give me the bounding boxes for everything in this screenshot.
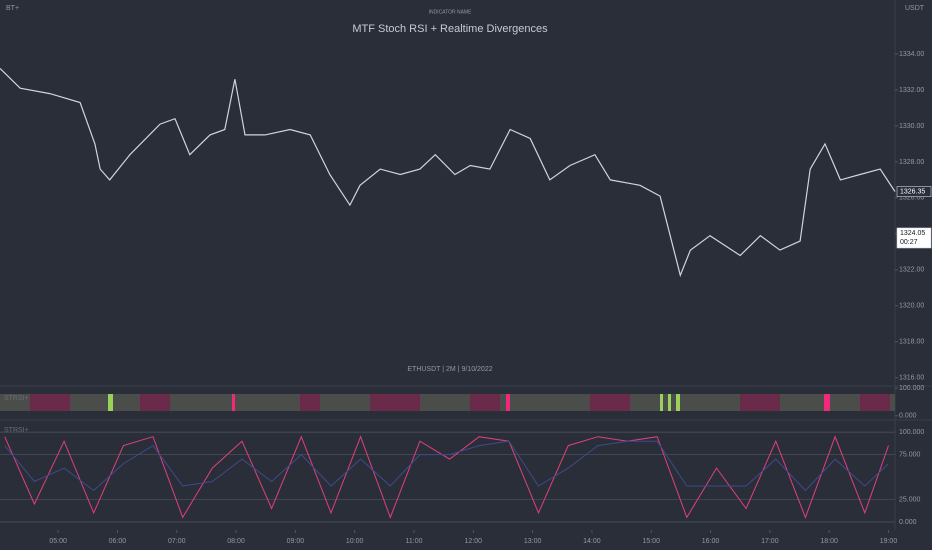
y-tick-label: 0.000 [899,413,917,420]
heat-cell [660,394,663,411]
y-tick-label: 1334.00 [899,51,924,58]
x-tick-label: 13:00 [524,538,542,545]
heat-cell [860,394,890,411]
x-tick-label: 07:00 [168,538,186,545]
heat-cell [30,394,70,411]
y-tick-label: 1316.00 [899,375,924,382]
x-tick-label: 10:00 [346,538,364,545]
heat-cell [140,394,170,411]
price-tag [896,186,932,197]
y-tick-label: 0.000 [899,519,917,526]
y-tick-label: 25.000 [899,496,921,503]
series-line [0,67,896,278]
y-tick-label: 1320.00 [899,303,924,310]
y-tick-label: 1322.00 [899,267,924,274]
heat-cell [506,394,510,411]
x-tick-label: 17:00 [761,538,779,545]
heat-cell [370,394,420,411]
heat-cell [108,394,113,411]
price-tag-label: 1324.05 [900,230,925,237]
heat-cell [676,394,680,411]
y-tick-label: 1326.00 [899,195,924,202]
y-tick-label: 1332.00 [899,87,924,94]
symbol-label: ETHUSDT | 2M | 9/10/2022 [407,366,492,373]
stoch-label: STRSI+ [4,427,29,434]
heat-cell [740,394,780,411]
y-tick-label: 1318.00 [899,339,924,346]
heat-cell [232,394,235,411]
x-tick-label: 09:00 [287,538,305,545]
x-tick-label: 14:00 [583,538,601,545]
x-tick-label: 05:00 [49,538,67,545]
series-line [4,440,889,492]
heat-base [0,394,895,411]
y-tick-label: 75.000 [899,451,921,458]
heat-cell [824,394,830,411]
y-tick-label: 1328.00 [899,159,924,166]
price-tag-label: 1326.35 [900,188,925,195]
x-tick-label: 06:00 [109,538,127,545]
heat-label: STRSI+ [4,395,29,402]
x-tick-label: 12:00 [465,538,483,545]
y-tick-label: 100.000 [899,385,924,392]
heat-cell [470,394,500,411]
x-tick-label: 19:00 [880,538,898,545]
x-tick-label: 16:00 [702,538,720,545]
price-tag [896,227,932,249]
corner-label: BT+ [6,5,19,12]
chart-title: MTF Stoch RSI + Realtime Divergences [352,23,548,35]
y-tick-label: 1330.00 [899,123,924,130]
x-tick-label: 08:00 [227,538,245,545]
x-tick-label: 15:00 [642,538,660,545]
y-tick-label: 100.000 [899,429,924,436]
heat-strip [0,394,895,411]
heat-cell [668,394,671,411]
heat-cell [590,394,630,411]
countdown-label: 00:27 [900,239,918,246]
heat-cell [300,394,320,411]
subtitle: INDICATOR NAME [429,9,473,15]
series-line [4,435,889,519]
x-tick-label: 18:00 [820,538,838,545]
x-tick-label: 11:00 [405,538,422,545]
axis-unit: USDT [905,5,925,12]
